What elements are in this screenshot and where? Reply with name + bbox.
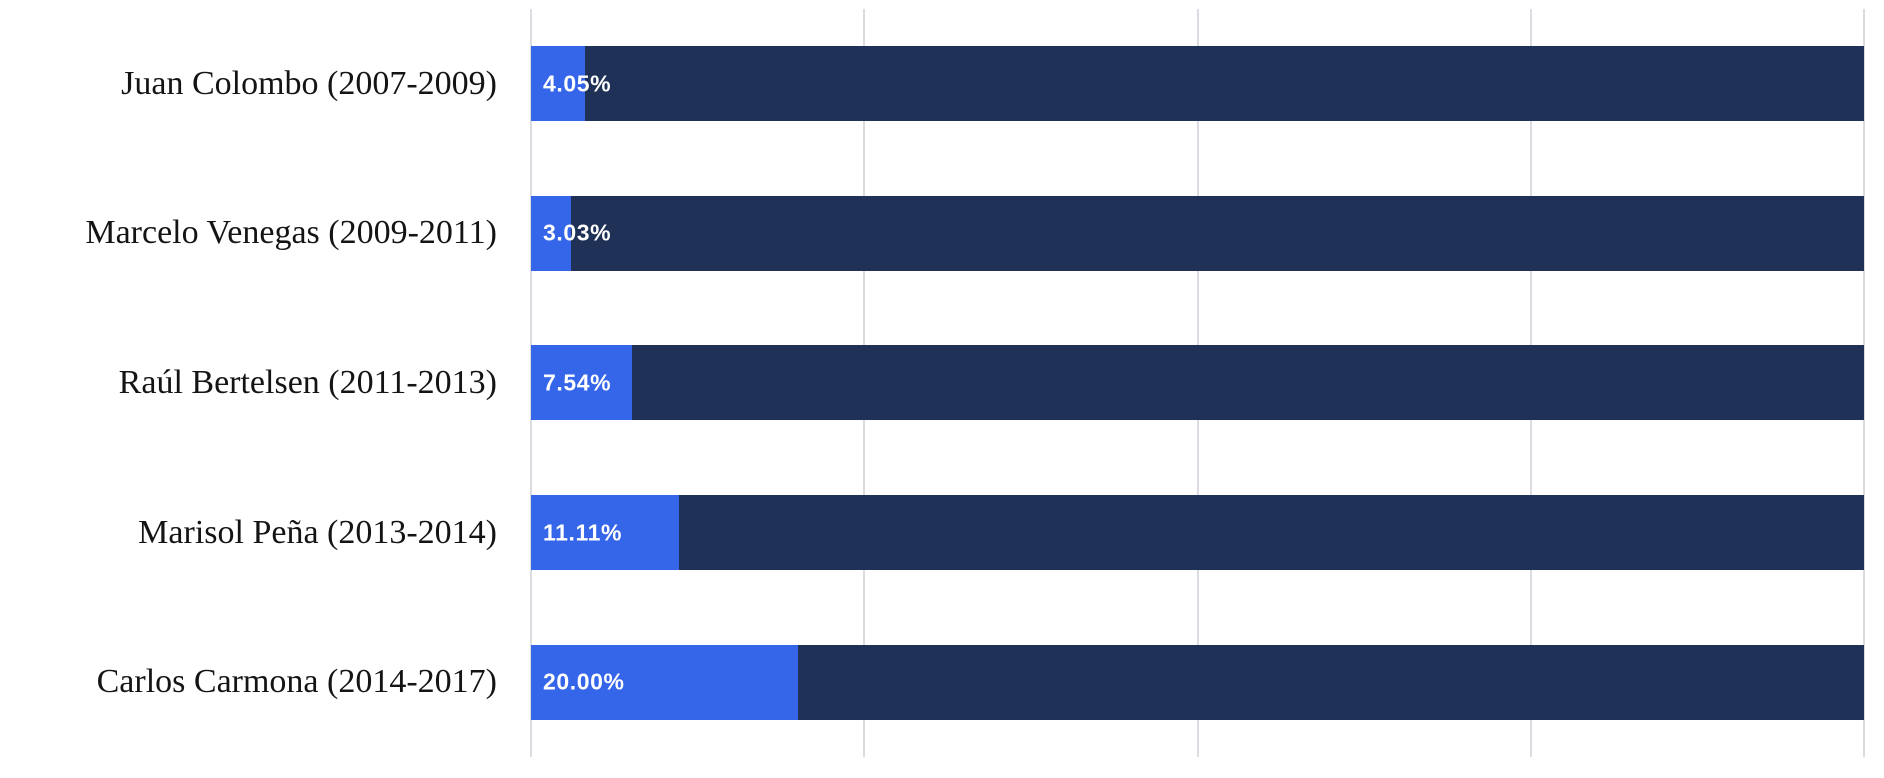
bar-segment-remainder[interactable] [797, 644, 1864, 720]
stacked-bar: 3.03% [531, 195, 1864, 271]
bar-segment-value[interactable] [531, 345, 632, 421]
plot-area: 4.05% 3.03% 7.54% 11.11% 20.00% [530, 9, 1865, 757]
bar-segment-remainder[interactable] [584, 46, 1864, 122]
bar-value-label: 7.54% [543, 369, 612, 396]
stacked-bar: 4.05% [531, 46, 1864, 122]
bar-row: 11.11% [531, 458, 1864, 608]
bar-segment-remainder[interactable] [571, 195, 1864, 271]
gridline-100pct [1863, 9, 1865, 757]
category-label: Marcelo Venegas (2009-2011) [85, 214, 497, 252]
bar-segment-value[interactable] [531, 46, 585, 122]
stacked-bar: 20.00% [531, 644, 1864, 720]
stacked-bar: 7.54% [531, 345, 1864, 421]
category-labels-column: Juan Colombo (2007-2009) Marcelo Venegas … [0, 9, 497, 757]
bar-row: 3.03% [531, 159, 1864, 309]
category-label-row: Marisol Peña (2013-2014) [0, 458, 497, 608]
category-label: Marisol Peña (2013-2014) [138, 513, 497, 551]
category-label-row: Carlos Carmona (2014-2017) [0, 607, 497, 757]
bar-segment-remainder[interactable] [679, 495, 1864, 571]
category-label-row: Raúl Bertelsen (2011-2013) [0, 308, 497, 458]
bar-rows: 4.05% 3.03% 7.54% 11.11% 20.00% [531, 9, 1864, 757]
category-label: Carlos Carmona (2014-2017) [96, 663, 497, 701]
bar-value-label: 11.11% [543, 519, 623, 546]
bar-segment-remainder[interactable] [631, 345, 1864, 421]
bar-segment-value[interactable] [531, 195, 572, 271]
bar-value-label: 20.00% [543, 668, 625, 695]
bar-segment-value[interactable] [531, 644, 798, 720]
category-label-row: Juan Colombo (2007-2009) [0, 9, 497, 159]
bar-value-label: 4.05% [543, 70, 612, 97]
bar-row: 4.05% [531, 9, 1864, 159]
category-label: Juan Colombo (2007-2009) [121, 64, 497, 102]
bar-value-label: 3.03% [543, 219, 612, 246]
bar-row: 7.54% [531, 308, 1864, 458]
bar-row: 20.00% [531, 607, 1864, 757]
bar-segment-value[interactable] [531, 495, 680, 571]
stacked-bar: 11.11% [531, 495, 1864, 571]
category-label-row: Marcelo Venegas (2009-2011) [0, 159, 497, 309]
category-label: Raúl Bertelsen (2011-2013) [118, 363, 497, 401]
